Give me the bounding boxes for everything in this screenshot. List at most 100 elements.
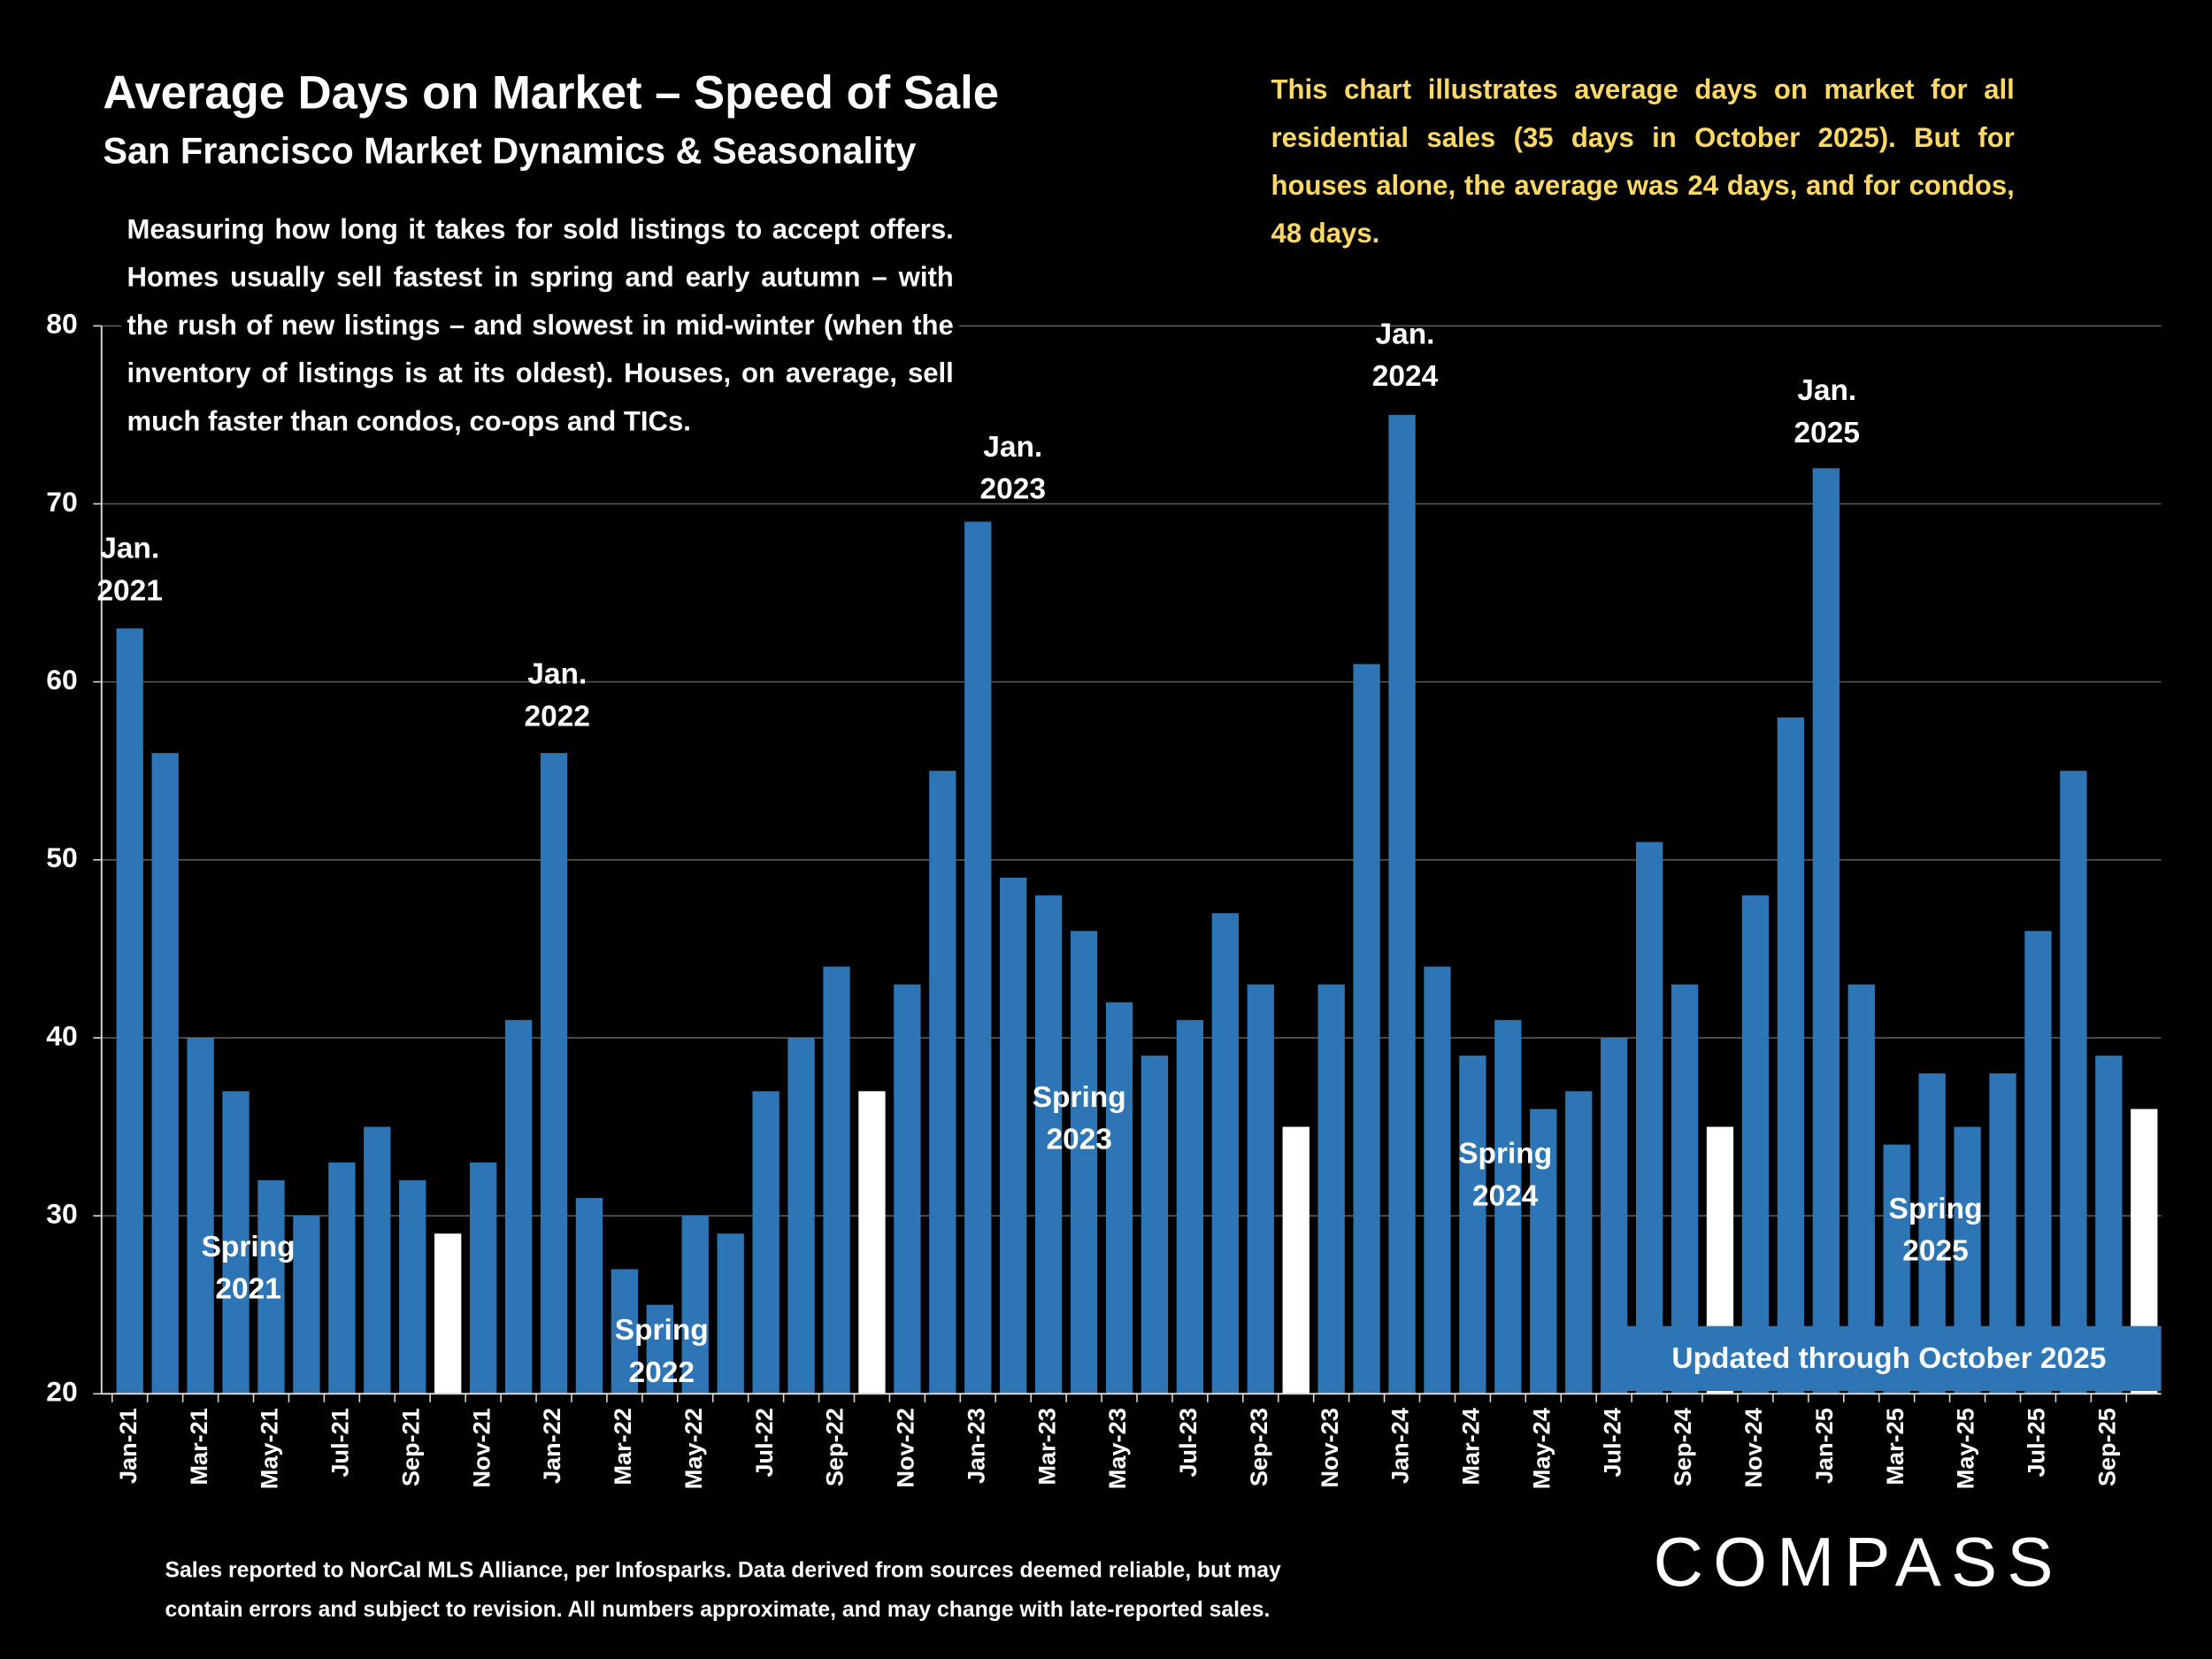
x-tick-label: Jan-22 xyxy=(538,1408,565,1484)
annotation: Jan. xyxy=(1797,374,1856,407)
bar xyxy=(964,521,992,1394)
bar xyxy=(787,1037,815,1394)
x-tick-label: Sep-24 xyxy=(1669,1408,1696,1486)
bar xyxy=(1459,1056,1486,1394)
annotation: 2023 xyxy=(1046,1124,1111,1156)
annotation: 2021 xyxy=(96,574,162,607)
bar xyxy=(328,1162,356,1394)
bar xyxy=(151,753,179,1394)
annotation: Jan. xyxy=(983,431,1042,464)
bar xyxy=(399,1179,426,1394)
y-tick-label: 20 xyxy=(46,1376,77,1408)
bar xyxy=(1353,664,1380,1394)
bar xyxy=(257,1179,285,1394)
x-tick-label: May-25 xyxy=(1952,1408,1979,1489)
bar xyxy=(1211,913,1239,1394)
bar xyxy=(1494,1019,1522,1394)
x-tick-label: Jan-23 xyxy=(962,1408,989,1484)
x-tick-label: Nov-23 xyxy=(1316,1408,1343,1487)
annotation: Spring xyxy=(615,1314,709,1347)
bar xyxy=(2024,931,2052,1394)
y-tick-label: 40 xyxy=(46,1019,77,1051)
y-tick-label: 50 xyxy=(46,841,77,873)
x-tick-label: Nov-21 xyxy=(467,1408,495,1487)
annotation: 2021 xyxy=(215,1273,280,1306)
annotation: Spring xyxy=(1889,1193,1983,1225)
bar xyxy=(646,1304,673,1394)
bar xyxy=(929,771,956,1394)
annotation: Jan. xyxy=(527,658,587,691)
bar xyxy=(504,1019,533,1394)
annotation: 2023 xyxy=(980,473,1046,506)
bar xyxy=(717,1233,744,1394)
description: Measuring how long it takes for sold lis… xyxy=(121,205,960,452)
bar xyxy=(575,1197,603,1394)
bar xyxy=(1777,717,1805,1394)
updated-label: Updated through October 2025 xyxy=(1671,1342,2106,1375)
x-tick-label: Jul-21 xyxy=(326,1408,354,1477)
annotation: 2025 xyxy=(1902,1235,1968,1268)
bar xyxy=(858,1091,886,1394)
bar xyxy=(1317,984,1345,1394)
x-tick-label: Jan-24 xyxy=(1386,1408,1414,1484)
bar xyxy=(434,1233,462,1394)
bar xyxy=(752,1091,780,1394)
annotation: Spring xyxy=(1033,1081,1126,1114)
x-tick-label: May-22 xyxy=(680,1408,707,1489)
annotation: 2022 xyxy=(629,1356,695,1389)
bar xyxy=(1388,414,1416,1394)
note: This chart illustrates average days on m… xyxy=(1271,74,2015,250)
bar xyxy=(1282,1126,1310,1394)
bar xyxy=(681,1216,709,1394)
footnote: Sales reported to NorCal MLS Alliance, p… xyxy=(165,1552,1576,1631)
bar xyxy=(469,1162,497,1394)
annotation: Spring xyxy=(202,1231,296,1263)
x-tick-label: Sep-25 xyxy=(2093,1408,2120,1486)
bar xyxy=(894,984,921,1394)
bar xyxy=(611,1269,639,1394)
x-tick-label: Nov-22 xyxy=(892,1408,919,1487)
x-tick-label: Mar-23 xyxy=(1033,1408,1060,1485)
x-tick-label: Mar-25 xyxy=(1881,1408,1909,1485)
bar xyxy=(2060,771,2087,1394)
bar xyxy=(1176,1019,1204,1394)
bar xyxy=(1000,877,1027,1394)
x-tick-label: Mar-24 xyxy=(1457,1408,1485,1485)
x-tick-label: Jul-23 xyxy=(1174,1408,1202,1477)
bar xyxy=(187,1037,214,1394)
bar xyxy=(222,1091,250,1394)
updated-box xyxy=(1601,1325,2162,1392)
footnote-line: contain errors and subject to revision. … xyxy=(165,1598,1271,1623)
annotation: 2025 xyxy=(1794,417,1860,449)
x-tick-label: May-21 xyxy=(256,1408,283,1489)
bar xyxy=(1035,895,1063,1394)
y-tick-label: 80 xyxy=(46,308,77,340)
bar xyxy=(1812,468,1839,1394)
bar xyxy=(1741,895,1770,1394)
x-tick-label: May-23 xyxy=(1103,1408,1131,1489)
y-tick-label: 30 xyxy=(46,1198,77,1230)
chart-subtitle: San Francisco Market Dynamics & Seasonal… xyxy=(103,130,916,172)
bar xyxy=(364,1126,391,1394)
x-tick-label: Jul-25 xyxy=(2023,1408,2050,1477)
x-tick-label: Nov-24 xyxy=(1740,1408,1767,1487)
annotation: Jan. xyxy=(100,533,159,565)
annotation: 2024 xyxy=(1372,360,1439,393)
annotation: Jan. xyxy=(1376,318,1435,350)
x-tick-label: Jul-24 xyxy=(1598,1408,1625,1477)
x-tick-label: Sep-22 xyxy=(821,1408,849,1486)
bar xyxy=(293,1216,320,1394)
x-tick-label: Mar-21 xyxy=(185,1408,212,1485)
bar xyxy=(1141,1056,1169,1394)
annotation: 2022 xyxy=(525,700,590,733)
bar xyxy=(1247,984,1274,1394)
chart-title: Average Days on Market – Speed of Sale xyxy=(103,66,999,119)
footnote-line: Sales reported to NorCal MLS Alliance, p… xyxy=(165,1558,1281,1583)
bar xyxy=(1530,1109,1557,1394)
bar xyxy=(1105,1002,1133,1394)
x-tick-label: May-24 xyxy=(1527,1408,1555,1489)
bar xyxy=(540,753,568,1394)
